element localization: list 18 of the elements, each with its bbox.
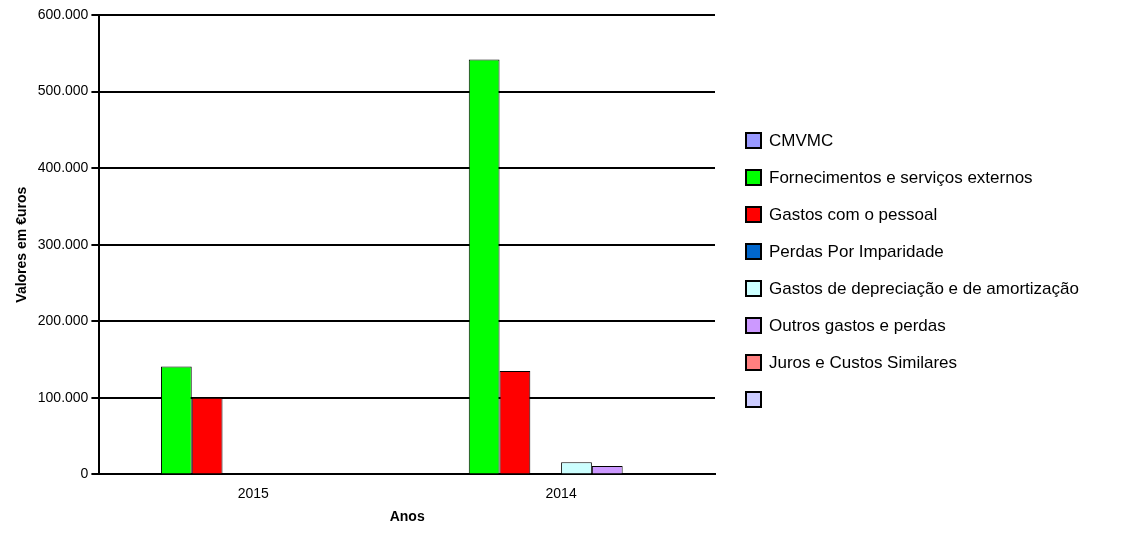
y-tick-label: 100.000 bbox=[37, 388, 89, 405]
y-tick-label: 400.000 bbox=[37, 158, 89, 175]
legend-label: Juros e Custos Similares bbox=[769, 352, 958, 373]
x-tick-label: 2014 bbox=[545, 484, 577, 501]
y-tick-label: 300.000 bbox=[37, 235, 89, 252]
legend-label: Perdas Por Imparidade bbox=[769, 241, 944, 262]
y-tick-label: 500.000 bbox=[37, 82, 89, 99]
y-tick-label: 0 bbox=[80, 465, 89, 482]
y-tick-label: 600.000 bbox=[37, 5, 89, 22]
y-tick-label: 200.000 bbox=[37, 312, 89, 329]
x-tick-label: 2015 bbox=[237, 484, 270, 501]
x-axis-title: Anos bbox=[389, 508, 425, 525]
y-axis-title: Valores em €uros bbox=[13, 186, 30, 303]
legend-label: Fornecimentos e serviços externos bbox=[769, 167, 1033, 188]
legend-label: Outros gastos e perdas bbox=[769, 315, 946, 336]
legend-label: CMVMC bbox=[769, 130, 834, 151]
legend-label: Gastos de depreciação e de amortização bbox=[769, 278, 1079, 299]
legend-label: Gastos com o pessoal bbox=[769, 204, 938, 225]
